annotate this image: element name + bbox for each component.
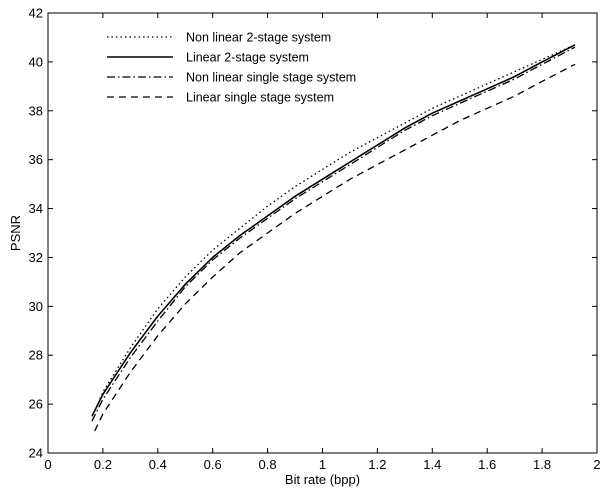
y-tick-label: 30 bbox=[29, 299, 43, 314]
y-tick-label: 34 bbox=[29, 201, 43, 216]
y-tick-label: 28 bbox=[29, 348, 43, 363]
x-tick-label: 1.4 bbox=[423, 457, 441, 472]
legend-label: Linear single stage system bbox=[186, 91, 334, 105]
series-lines bbox=[91, 44, 576, 432]
x-tick-label: 1.2 bbox=[368, 457, 386, 472]
x-tick-label: 1 bbox=[319, 457, 326, 472]
x-tick-label: 0.8 bbox=[259, 457, 277, 472]
x-tick-label: 1.8 bbox=[533, 457, 551, 472]
y-tick-label: 26 bbox=[29, 397, 43, 412]
legend-label: Non linear single stage system bbox=[186, 71, 356, 85]
legend-label: Non linear 2-stage system bbox=[186, 31, 331, 45]
series-line-solid bbox=[91, 44, 576, 417]
series-line-dashdot bbox=[91, 46, 576, 422]
y-axis-label: PSNR bbox=[8, 215, 23, 251]
legend: Non linear 2-stage system Linear 2-stage … bbox=[107, 31, 356, 105]
y-tick-label: 38 bbox=[29, 103, 43, 118]
legend-label: Linear 2-stage system bbox=[186, 51, 309, 65]
x-tick-label: 0.4 bbox=[149, 457, 167, 472]
y-tick-label: 42 bbox=[29, 6, 43, 21]
series-line-dotted bbox=[94, 44, 576, 412]
y-tick-label: 24 bbox=[29, 446, 43, 461]
y-tick-label: 36 bbox=[29, 152, 43, 167]
x-axis-label: Bit rate (bpp) bbox=[285, 472, 360, 487]
x-tick-label: 0 bbox=[44, 457, 51, 472]
x-tick-label: 1.6 bbox=[478, 457, 496, 472]
x-tick-label: 0.6 bbox=[204, 457, 222, 472]
y-tick-label: 40 bbox=[29, 54, 43, 69]
x-tick-label: 0.2 bbox=[94, 457, 112, 472]
x-tick-label: 2 bbox=[593, 457, 600, 472]
axes: 0 0.2 0.4 0.6 0.8 1 1.2 1.4 1.6 1.8 2 24 26 28 30 32 34 3… bbox=[29, 6, 601, 473]
y-tick-label: 32 bbox=[29, 250, 43, 265]
series-line-dashed bbox=[94, 63, 576, 432]
